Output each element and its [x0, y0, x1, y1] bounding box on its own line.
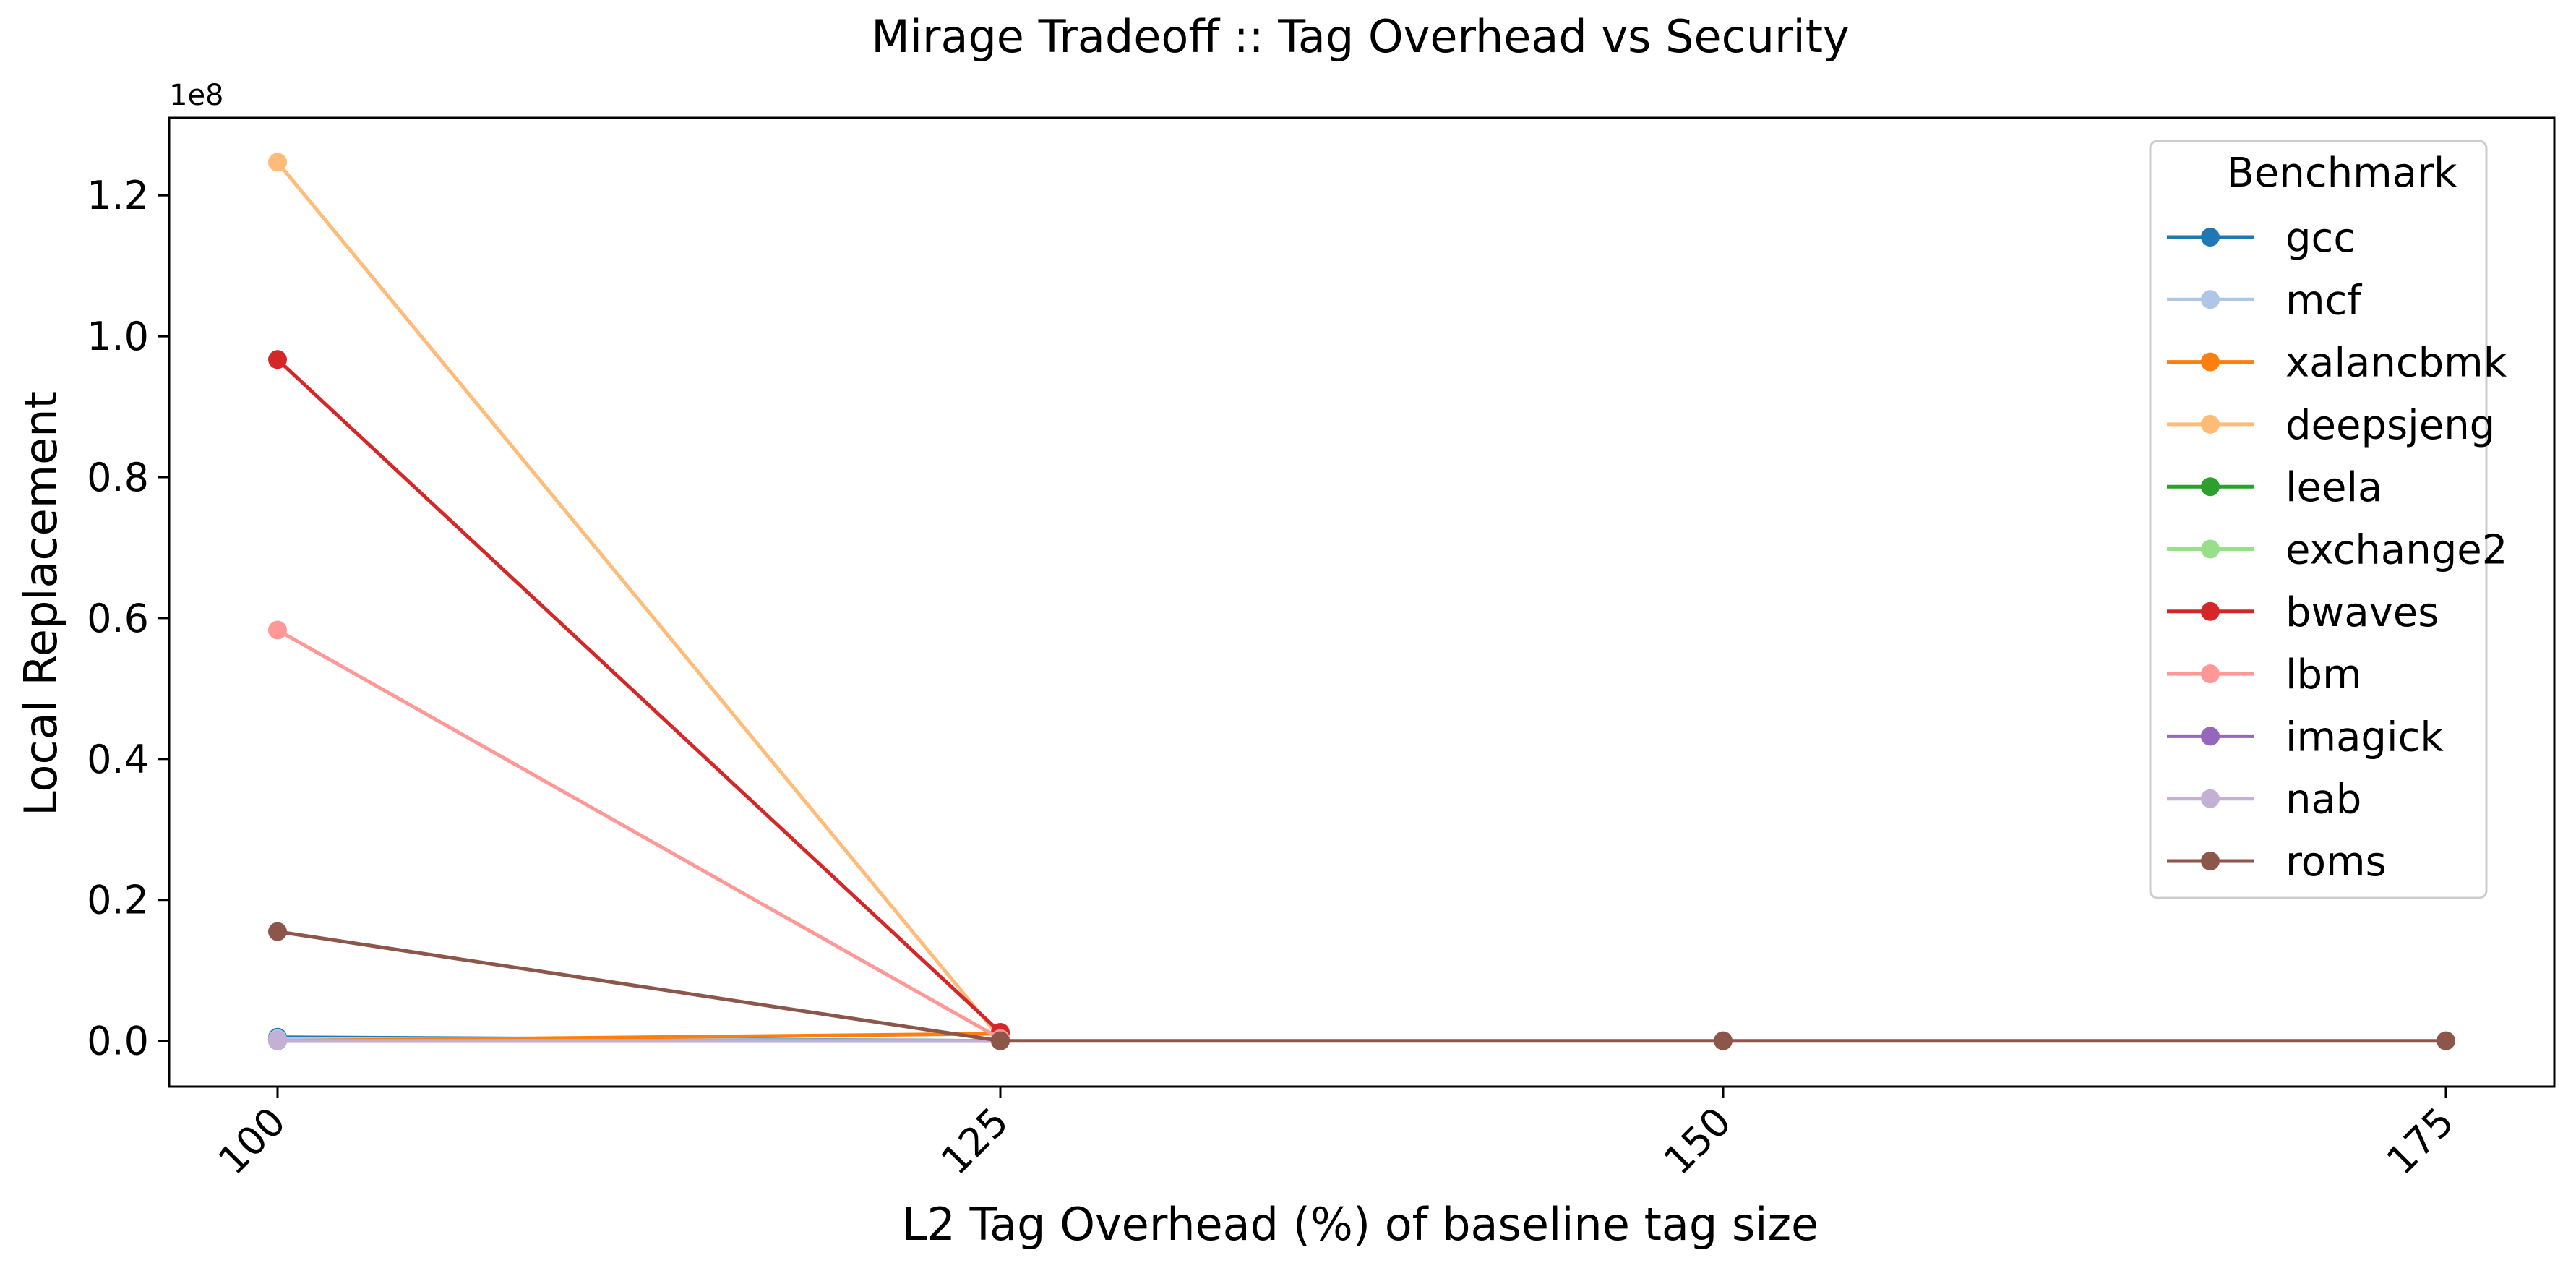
legend-item: roms [2167, 839, 2387, 886]
y-axis-offset-label: 1e8 [169, 79, 224, 112]
legend-marker [2201, 539, 2220, 559]
y-axis-ticks: 0.0 0.2 0.4 0.6 0.8 1.0 1.2 [87, 173, 169, 1064]
legend-label: imagick [2285, 714, 2444, 761]
legend-item: mcf [2167, 277, 2362, 324]
series-line [276, 358, 1002, 1034]
legend-label: bwaves [2285, 589, 2439, 636]
series-layer [268, 153, 2455, 1050]
series-line [276, 628, 1002, 1040]
data-point [268, 1031, 287, 1050]
legend-item: leela [2167, 464, 2382, 511]
data-point [991, 1031, 1010, 1050]
legend-items: gcc mcf xalancbmk deepsjeng leela exchange2 bw… [2167, 215, 2507, 886]
legend-marker [2201, 290, 2220, 309]
plot-area-frame [168, 116, 2556, 1088]
data-point [268, 153, 287, 172]
legend-item: imagick [2167, 714, 2444, 761]
legend-item: deepsjeng [2167, 402, 2495, 449]
legend-item: gcc [2167, 215, 2356, 262]
legend-marker [2201, 852, 2220, 870]
legend-label: roms [2285, 839, 2387, 886]
y-tick-label: 0.4 [87, 737, 149, 782]
legend-marker [2201, 601, 2220, 621]
data-point [268, 350, 287, 369]
series-roms [268, 922, 2455, 1050]
legend-label: xalancbmk [2285, 340, 2507, 387]
legend-item: bwaves [2167, 589, 2439, 636]
legend-item: nab [2167, 776, 2361, 823]
data-point [268, 620, 287, 640]
y-tick-label: 0.0 [87, 1019, 149, 1064]
legend-marker [2201, 228, 2220, 247]
data-point [2437, 1031, 2455, 1050]
legend-marker [2201, 789, 2220, 808]
legend-label: nab [2285, 776, 2361, 823]
legend-label: leela [2285, 464, 2382, 511]
legend-item: lbm [2167, 651, 2362, 698]
series-line [277, 930, 2446, 1043]
chart-title: Mirage Tradeoff :: Tag Overhead vs Secur… [871, 10, 1850, 63]
legend-item: xalancbmk [2167, 340, 2507, 387]
legend-marker [2201, 664, 2220, 684]
y-tick-label: 1.2 [87, 173, 149, 218]
y-axis-label: Local Replacement [14, 391, 67, 816]
y-tick-label: 0.6 [87, 596, 149, 641]
x-axis-label: L2 Tag Overhead (%) of baseline tag size [902, 1198, 1819, 1251]
legend-marker [2201, 352, 2220, 372]
series-line [276, 160, 1002, 1040]
legend-marker [2201, 727, 2220, 746]
data-point [268, 922, 287, 941]
legend-label: lbm [2285, 651, 2362, 698]
legend-item: exchange2 [2167, 527, 2507, 574]
legend-title: Benchmark [2227, 150, 2458, 197]
legend-label: mcf [2285, 277, 2362, 324]
legend-label: deepsjeng [2285, 402, 2495, 449]
legend: Benchmark gcc mcf xalancbmk deepsjeng leela e… [2149, 140, 2507, 899]
legend-label: gcc [2285, 215, 2356, 262]
y-tick-label: 0.8 [87, 455, 149, 500]
data-point [1714, 1031, 1733, 1050]
legend-box [2149, 140, 2488, 899]
y-tick-label: 1.0 [87, 314, 149, 359]
legend-label: exchange2 [2285, 527, 2507, 574]
y-tick-label: 0.2 [87, 878, 149, 923]
legend-marker [2201, 414, 2220, 434]
legend-marker [2201, 477, 2220, 497]
